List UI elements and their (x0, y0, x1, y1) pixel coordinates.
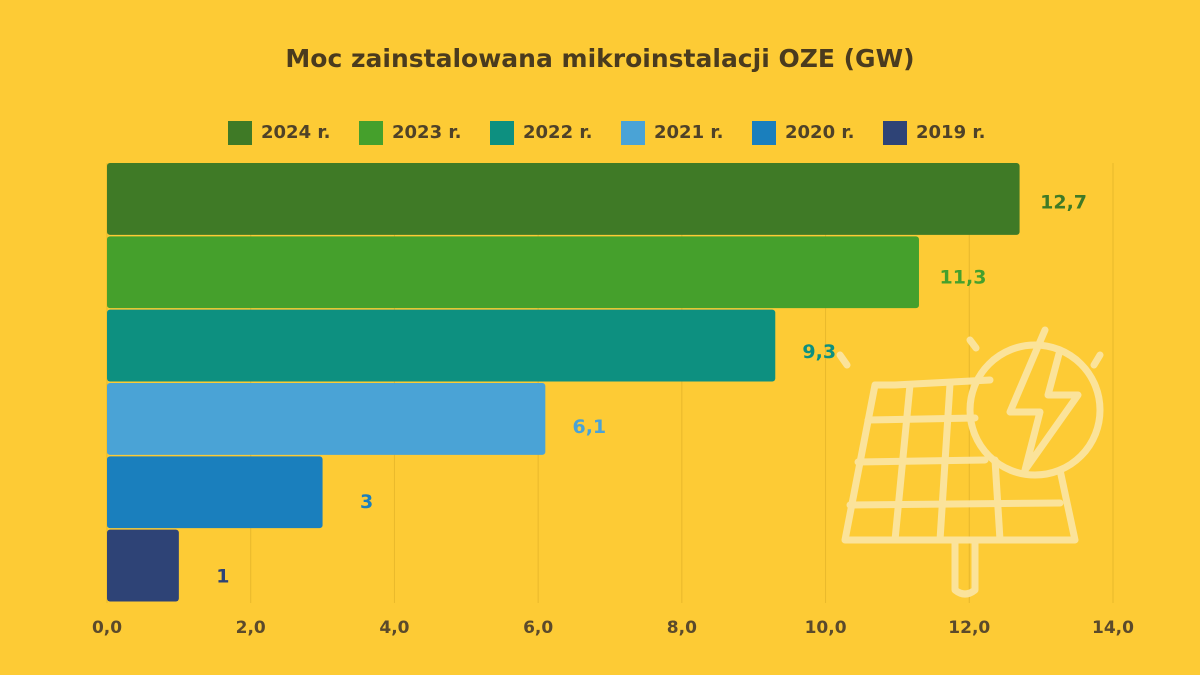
legend-label: 2024 r. (261, 122, 331, 143)
legend-swatch (621, 121, 645, 145)
legend-swatch (228, 121, 252, 145)
x-tick-label: 6,0 (523, 618, 553, 638)
x-tick-label: 0,0 (92, 618, 122, 638)
bar (107, 383, 546, 455)
x-tick-label: 8,0 (667, 618, 697, 638)
bar (107, 236, 919, 309)
legend-label: 2019 r. (916, 122, 986, 143)
x-tick-label: 2,0 (236, 618, 266, 638)
legend-swatch (490, 121, 514, 145)
chart-title: Moc zainstalowana mikroinstalacji OZE (G… (285, 44, 914, 73)
bar (107, 456, 323, 529)
legend-swatch (752, 121, 776, 145)
x-tick-label: 12,0 (948, 618, 990, 638)
solar-panel-icon (836, 326, 1104, 598)
bar (107, 309, 776, 382)
x-tick-label: 4,0 (379, 618, 409, 638)
data-label: 1 (216, 566, 229, 588)
legend-label: 2020 r. (785, 122, 855, 143)
legend-label: 2021 r. (654, 122, 724, 143)
legend-swatch (883, 121, 907, 145)
data-label: 12,7 (1040, 191, 1087, 213)
data-label: 11,3 (940, 266, 987, 288)
legend-label: 2022 r. (523, 122, 593, 143)
data-label: 9,3 (802, 341, 836, 363)
legend-label: 2023 r. (392, 122, 462, 143)
x-tick-label: 10,0 (805, 618, 847, 638)
bar (107, 529, 179, 602)
legend-swatch (359, 121, 383, 145)
bar (107, 163, 1020, 235)
x-tick-label: 14,0 (1092, 618, 1134, 638)
data-label: 3 (360, 491, 373, 513)
data-label: 6,1 (572, 416, 606, 438)
